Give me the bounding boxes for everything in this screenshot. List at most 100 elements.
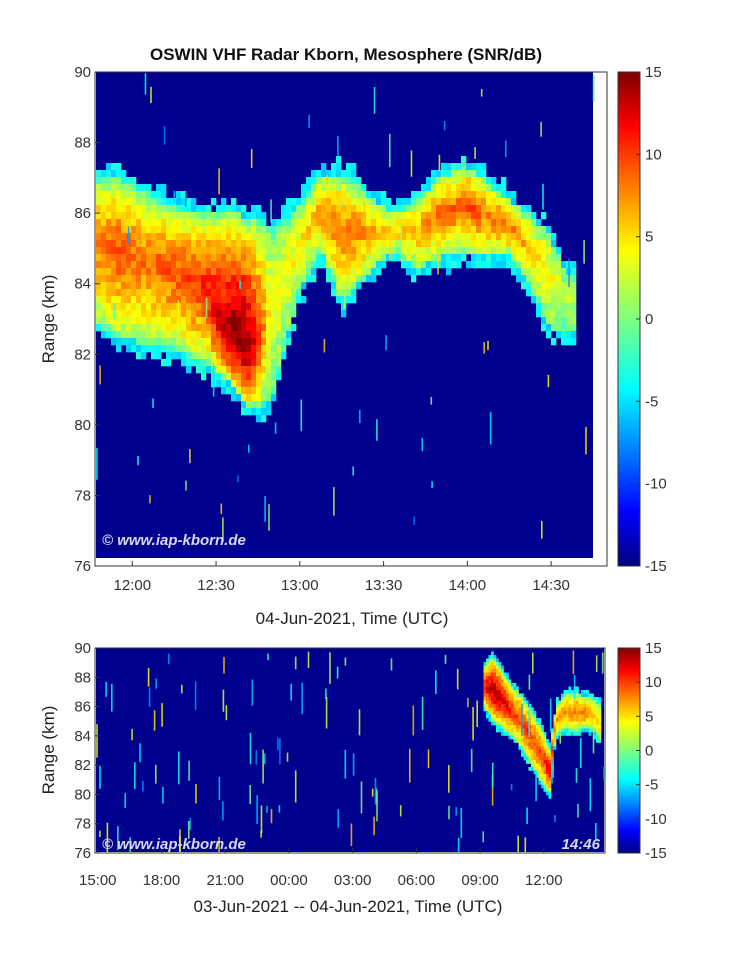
heatmap-cell (541, 774, 544, 778)
heatmap-cell (566, 693, 569, 698)
heatmap-cell (491, 683, 494, 687)
heatmap-cell (456, 191, 462, 199)
heatmap-cell (516, 247, 522, 255)
heatmap-cell (251, 352, 257, 360)
heatmap-cell (471, 177, 477, 185)
noise-streak (470, 748, 473, 773)
heatmap-cell (576, 718, 579, 722)
heatmap-cell (538, 777, 542, 782)
heatmap-cell (516, 707, 519, 712)
heatmap-cell (356, 268, 362, 276)
heatmap-cell (586, 718, 589, 722)
heatmap-cell (376, 247, 382, 255)
heatmap-cell (241, 212, 247, 220)
heatmap-cell (116, 268, 122, 276)
heatmap-cell (246, 296, 252, 304)
heatmap-cell (246, 317, 252, 325)
heatmap-cell (331, 191, 337, 199)
heatmap-cell (96, 254, 102, 262)
heatmap-cell (553, 725, 557, 729)
heatmap-cell (508, 690, 512, 694)
heatmap-cell (441, 184, 447, 192)
heatmap-cell (406, 268, 412, 276)
noise-streak (400, 222, 403, 249)
heatmap-cell (271, 275, 277, 283)
heatmap-cell (531, 718, 534, 722)
heatmap-cell (541, 310, 547, 318)
heatmap-cell (171, 324, 177, 332)
heatmap-cell (533, 749, 537, 754)
noise-streak (336, 666, 339, 679)
heatmap-cell (271, 226, 277, 234)
heatmap-cell (216, 296, 222, 304)
noise-streak (268, 504, 270, 531)
heatmap-cell (491, 205, 497, 213)
heatmap-cell (503, 725, 507, 729)
heatmap-cell (461, 233, 467, 241)
heatmap-cell (191, 338, 197, 346)
heatmap-cell (536, 749, 539, 754)
heatmap-cell (121, 184, 127, 192)
heatmap-cell (571, 331, 577, 339)
heatmap-cell (533, 714, 537, 719)
heatmap-cell (366, 219, 372, 227)
heatmap-cell (381, 191, 387, 199)
heatmap-cell (171, 289, 177, 297)
heatmap-cell (116, 184, 122, 192)
heatmap-cell (276, 247, 282, 255)
heatmap-cell (556, 254, 562, 262)
heatmap-cell (171, 331, 177, 339)
heatmap-cell (296, 275, 302, 283)
heatmap-cell (511, 261, 517, 269)
heatmap-cell (461, 156, 467, 164)
heatmap-cell (476, 170, 482, 178)
heatmap-cell (528, 760, 532, 764)
heatmap-cell (106, 261, 112, 269)
heatmap-cell (266, 366, 272, 374)
heatmap-cell (513, 693, 517, 698)
heatmap-cell (256, 289, 262, 297)
heatmap-cell (506, 697, 509, 701)
heatmap-cell (523, 746, 527, 750)
heatmap-cell (261, 240, 267, 248)
heatmap-cell (591, 693, 594, 698)
x-tick-label: 14:30 (532, 577, 570, 594)
heatmap-cell (211, 317, 217, 325)
heatmap-cell (486, 683, 489, 687)
heatmap-cell (261, 401, 267, 409)
heatmap-cell (301, 184, 307, 192)
heatmap-cell (101, 226, 107, 234)
heatmap-cell (166, 226, 172, 234)
heatmap-cell (531, 233, 537, 241)
heatmap-cell (531, 760, 534, 764)
heatmap-cell (191, 345, 197, 353)
heatmap-cell (246, 261, 252, 269)
heatmap-cell (151, 198, 157, 206)
heatmap-cell (556, 697, 559, 701)
heatmap-cell (261, 387, 267, 395)
heatmap-cell (541, 261, 547, 269)
heatmap-cell (171, 268, 177, 276)
heatmap-cell (436, 240, 442, 248)
colorbar-tick-label: 5 (645, 229, 653, 246)
heatmap-cell (546, 310, 552, 318)
heatmap-cell (126, 331, 132, 339)
heatmap-cell (513, 718, 517, 722)
heatmap-cell (336, 282, 342, 290)
heatmap-cell (556, 714, 559, 719)
heatmap-cell (526, 240, 532, 248)
heatmap-cell (291, 296, 297, 304)
heatmap-cell (131, 275, 137, 283)
heatmap-cell (166, 198, 172, 206)
heatmap-cell (518, 735, 522, 740)
heatmap-cell (251, 324, 257, 332)
heatmap-cell (546, 324, 552, 332)
heatmap-cell (561, 303, 567, 311)
heatmap-cell (336, 233, 342, 241)
heatmap-cell (226, 289, 232, 297)
heatmap-cell (241, 401, 247, 409)
heatmap-cell (101, 240, 107, 248)
heatmap-cell (538, 767, 542, 771)
heatmap-cell (311, 219, 317, 227)
heatmap-cell (563, 707, 567, 712)
